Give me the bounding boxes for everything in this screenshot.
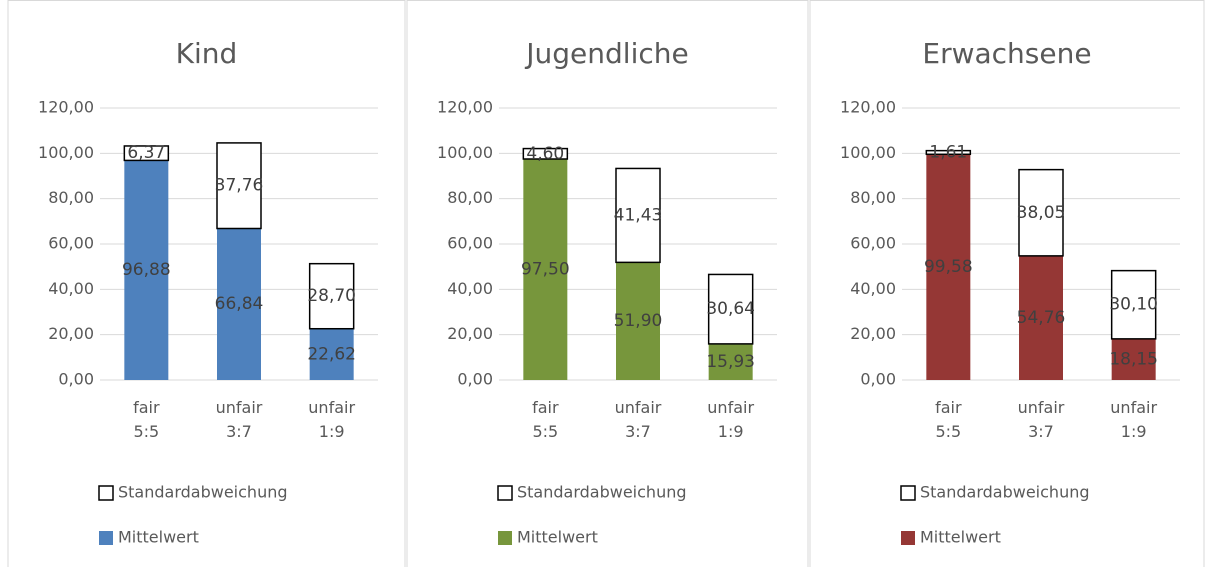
y-tick-label: 0,00 (860, 370, 896, 389)
legend-label: Standardabweichung (517, 483, 687, 502)
bar-segment (707, 273, 754, 345)
bar-segment (1018, 168, 1064, 257)
legend-label: Standardabweichung (118, 483, 288, 502)
y-tick-label: 120,00 (437, 98, 493, 117)
data-label: 38,05 (1017, 203, 1066, 223)
y-tick-label: 100,00 (437, 143, 493, 162)
data-label: 4,60 (526, 144, 564, 164)
legend-label: Standardabweichung (920, 483, 1090, 502)
legend-label: Mittelwert (517, 528, 598, 547)
y-tick-label: 20,00 (850, 324, 896, 343)
legend-swatch (498, 531, 512, 545)
x-label-box: unfair 1:9 (308, 398, 356, 441)
x-tick-label: fair 5:5 (133, 398, 160, 441)
y-tick-label: 20,00 (48, 324, 94, 343)
data-label: 30,10 (1109, 295, 1158, 315)
y-tick-label: 120,00 (840, 98, 896, 117)
data-label: 6,37 (127, 143, 165, 163)
bar-segment (1110, 269, 1157, 340)
bar-segment (1019, 255, 1063, 380)
x-tick-label: unfair 3:7 (215, 398, 263, 441)
legend-swatch (901, 531, 915, 545)
y-tick-label: 120,00 (38, 98, 94, 117)
y-tick-label: 0,00 (457, 370, 493, 389)
x-tick-label: unfair 3:7 (614, 398, 662, 441)
panel-border (406, 0, 809, 567)
data-label: 37,76 (215, 176, 264, 196)
panel-border (7, 0, 406, 567)
data-label: 28,70 (307, 286, 356, 306)
data-label: 97,50 (521, 260, 570, 280)
x-label-box: unfair 3:7 (1017, 398, 1065, 441)
legend-swatch (99, 531, 113, 545)
legend-swatch (900, 485, 916, 501)
chart-panel: Jugendliche 0,00 20,00 40,00 60,00 80,00 100,0… (406, 0, 809, 567)
legend-swatch (497, 485, 513, 501)
y-tick-label: 100,00 (840, 143, 896, 162)
bar-segment (308, 262, 355, 330)
y-tick-label: 60,00 (850, 234, 896, 253)
x-label-box: unfair 1:9 (707, 398, 755, 441)
data-label: 15,93 (706, 352, 755, 372)
bar-segment (1111, 338, 1156, 380)
bar-segment (217, 228, 261, 380)
x-tick-label: unfair 1:9 (1110, 398, 1158, 441)
x-tick-label: unfair 1:9 (308, 398, 356, 441)
data-label: 96,88 (122, 260, 171, 280)
y-tick-label: 40,00 (48, 279, 94, 298)
y-tick-label: 60,00 (447, 234, 493, 253)
chart-title: Jugendliche (524, 37, 688, 70)
bar-segment (925, 149, 972, 156)
data-label: 51,90 (614, 311, 663, 331)
data-label: 1,61 (929, 142, 967, 162)
legend-label: Mittelwert (920, 528, 1001, 547)
bar-segment (123, 145, 170, 162)
bar-segment (216, 142, 262, 230)
data-label: 99,58 (924, 257, 973, 277)
x-label-box: unfair 3:7 (614, 398, 662, 441)
legend-label: Mittelwert (118, 528, 199, 547)
data-label: 41,43 (614, 205, 663, 225)
y-tick-label: 40,00 (850, 279, 896, 298)
data-label: 18,15 (1109, 349, 1158, 369)
y-tick-label: 80,00 (48, 188, 94, 207)
chart-title: Kind (176, 37, 238, 70)
x-label-box: fair 5:5 (133, 398, 160, 441)
y-tick-label: 80,00 (447, 188, 493, 207)
bar-segment (124, 160, 169, 380)
data-label: 54,76 (1017, 308, 1066, 328)
bar-segment (522, 147, 569, 160)
x-label-box: unfair 3:7 (215, 398, 263, 441)
x-label-box: fair 5:5 (532, 398, 559, 441)
y-tick-label: 20,00 (447, 324, 493, 343)
chart-title: Erwachsene (922, 37, 1091, 70)
bar-segment (309, 328, 354, 380)
x-tick-label: fair 5:5 (532, 398, 559, 441)
y-tick-label: 60,00 (48, 234, 94, 253)
x-tick-label: unfair 1:9 (707, 398, 755, 441)
x-label-box: unfair 1:9 (1110, 398, 1158, 441)
chart-panel: Kind 0,00 20,00 40,00 60,00 80,00 100,00 120,00… (7, 0, 406, 567)
bar-segment (926, 154, 971, 380)
x-tick-label: fair 5:5 (935, 398, 962, 441)
data-label: 30,64 (706, 299, 755, 319)
bar-segment (616, 262, 660, 380)
y-tick-label: 100,00 (38, 143, 94, 162)
bar-segment (708, 343, 753, 380)
x-label-box: fair 5:5 (935, 398, 962, 441)
bar-segment (523, 159, 568, 380)
panel-border (809, 0, 1205, 567)
y-tick-label: 80,00 (850, 188, 896, 207)
bar-segment (615, 167, 661, 264)
y-tick-label: 0,00 (58, 370, 94, 389)
legend-swatch (98, 485, 114, 501)
data-label: 22,62 (307, 344, 356, 364)
y-tick-label: 40,00 (447, 279, 493, 298)
chart-panel: Erwachsene 0,00 20,00 40,00 60,00 80,00 100,00… (809, 0, 1205, 567)
x-tick-label: unfair 3:7 (1017, 398, 1065, 441)
data-label: 66,84 (215, 294, 264, 314)
